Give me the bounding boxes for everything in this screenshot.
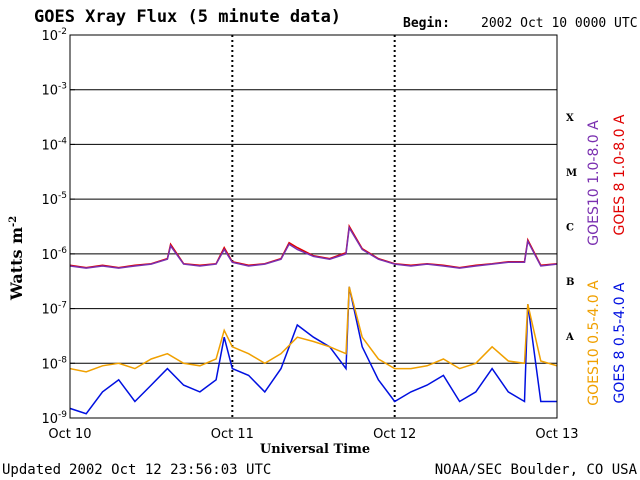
begin-label: Begin: [403,16,450,31]
updated-line: Updated 2002 Oct 12 23:56:03 UTC [2,462,271,478]
flare-class-label: X [566,113,574,124]
y-tick-label: 10-2 [41,27,67,44]
flare-class-label: M [566,168,577,179]
y-tick-label: 10-7 [41,301,67,318]
series-layer [70,223,557,415]
flare-class-labels: A B C M X [565,113,577,343]
updated-label: Updated [2,462,61,478]
begin-value: 2002 Oct 10 0000 UTC [481,16,638,31]
legend-entry: GOES10 0.5-4.0 A [586,280,602,406]
y-tick-label: 10-3 [41,82,67,99]
legend: GOES10 1.0-8.0 A GOES 8 1.0-8.0 A GOES10 0… [586,114,628,406]
y-tick-labels: 10-9 10-8 10-7 10-6 10-5 10-4 10-3 10-2 [41,27,75,427]
y-tick-label: 10-6 [41,246,67,263]
flare-class-label: A [565,332,574,343]
grid-lines [70,35,557,418]
x-axis-label: Universal Time [260,442,370,457]
series-line [70,225,557,269]
y-tick-label: 10-9 [41,410,67,427]
x-tick-label: Oct 12 [373,427,416,442]
y-tick-label: 10-5 [41,191,67,208]
x-tick-labels: Oct 10 Oct 11 Oct 12 Oct 13 [48,427,578,442]
flare-class-label: C [566,223,574,234]
credit-text: NOAA/SEC Boulder, CO USA [435,462,638,478]
updated-value: 2002 Oct 12 23:56:03 UTC [69,462,271,478]
series-line [70,286,557,373]
y-axis-label: Watts m-2 [7,216,26,301]
x-tick-label: Oct 11 [211,427,254,442]
y-tick-label: 10-4 [41,136,67,153]
plot-frame [69,34,558,419]
y-tick-label: 10-8 [41,355,67,372]
x-tick-label: Oct 13 [535,427,578,442]
series-line [70,286,557,415]
legend-entry: GOES 8 1.0-8.0 A [612,114,628,235]
chart-title: GOES Xray Flux (5 minute data) [34,7,341,27]
series-line [70,223,557,269]
legend-entry: GOES10 1.0-8.0 A [586,120,602,246]
legend-entry: GOES 8 0.5-4.0 A [612,282,628,403]
flare-class-label: B [566,277,574,288]
x-tick-label: Oct 10 [48,427,91,442]
